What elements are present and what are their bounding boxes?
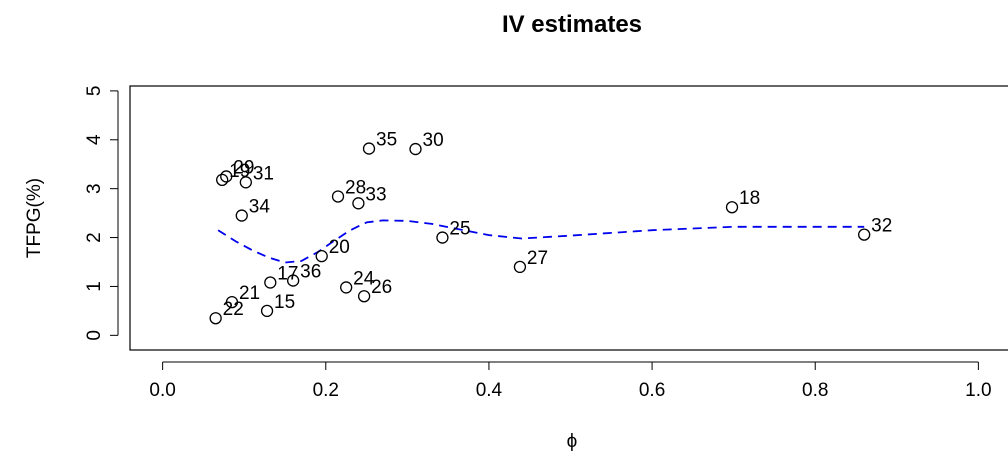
y-tick-label: 4	[84, 134, 105, 145]
y-tick-label: 0	[84, 330, 105, 341]
smooth-curve	[217, 219, 865, 264]
data-point	[352, 197, 365, 210]
point-label: 25	[449, 219, 470, 240]
x-axis-label: ϕ	[567, 431, 578, 452]
point-label: 29	[233, 157, 254, 178]
data-point	[264, 276, 277, 289]
smooth-line	[217, 219, 865, 264]
point-label: 30	[423, 130, 444, 151]
point-label: 32	[871, 216, 892, 237]
data-point	[409, 142, 422, 156]
data-point	[858, 228, 871, 241]
data-point	[436, 231, 449, 244]
y-tick-label: 3	[84, 183, 105, 194]
data-point	[331, 190, 345, 203]
point-label: 34	[249, 197, 271, 218]
x-tick-label: 0.2	[313, 380, 339, 401]
y-tick-label: 1	[84, 281, 105, 292]
point-label: 26	[371, 277, 392, 298]
x-tick-label: 1.0	[965, 380, 991, 401]
point-label: 36	[300, 262, 321, 283]
data-point	[315, 249, 328, 263]
point-label: 21	[239, 283, 260, 304]
data-point	[220, 170, 233, 183]
point-label: 15	[274, 292, 295, 313]
point-label: 35	[376, 130, 397, 151]
data-point	[286, 274, 300, 287]
point-label: 22	[223, 299, 244, 320]
data-point	[357, 290, 371, 303]
point-label: 19	[229, 161, 250, 182]
x-tick-label: 0.8	[802, 380, 828, 401]
point-label: 33	[365, 184, 386, 205]
data-point	[209, 312, 222, 325]
y-axis-label: TFPG(%)	[24, 178, 45, 258]
x-tick-label: 0.0	[149, 380, 175, 401]
y-axis: 0 1 2 3 4 5	[84, 86, 119, 341]
point-label: 28	[345, 177, 366, 198]
point-label: 20	[329, 237, 350, 258]
x-tick-label: 0.4	[476, 380, 503, 401]
point-label: 27	[527, 248, 548, 269]
chart-title: IV estimates	[502, 11, 642, 38]
y-tick-label: 5	[84, 86, 105, 97]
x-axis: 0.0 0.2 0.4 0.6 0.8 1.0	[149, 361, 992, 401]
point-label: 18	[739, 188, 760, 209]
data-point	[725, 201, 739, 214]
data-point	[362, 142, 376, 155]
data-point	[340, 281, 353, 294]
data-point	[225, 295, 239, 309]
point-label: 17	[277, 264, 298, 285]
y-tick-label: 2	[84, 232, 105, 243]
data-point	[216, 173, 229, 187]
point-label: 24	[353, 268, 375, 289]
data-point	[260, 304, 274, 318]
data-point	[513, 260, 527, 274]
data-point	[235, 209, 248, 222]
point-label: 31	[253, 163, 274, 184]
x-tick-label: 0.6	[639, 380, 665, 401]
data-point	[239, 176, 252, 189]
plot-area-frame	[129, 85, 1008, 351]
